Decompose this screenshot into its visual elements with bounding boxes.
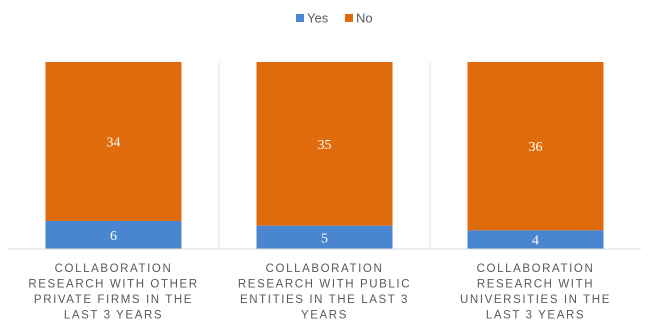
legend-swatch-yes <box>296 14 304 22</box>
legend: Yes No <box>296 11 373 26</box>
category-label-3: COLLABORATION RESEARCH WITH UNIVERSITIES I… <box>460 263 611 322</box>
legend-label-yes: Yes <box>307 11 329 26</box>
data-label-no-3: 36 <box>529 140 543 155</box>
data-label-yes-2: 5 <box>321 231 328 246</box>
data-label-no-2: 35 <box>318 138 332 153</box>
bar-yes-2 <box>256 225 393 249</box>
category-separators <box>218 62 431 249</box>
category-labels: COLLABORATION RESEARCH WITH OTHER PRIVATE … <box>28 263 611 322</box>
category-label-2: COLLABORATION RESEARCH WITH PUBLIC ENTITIE… <box>238 263 411 322</box>
data-label-yes-3: 4 <box>532 234 539 249</box>
bar-no-3 <box>467 62 604 231</box>
legend-swatch-no <box>345 14 353 22</box>
bar-no-1 <box>45 62 182 221</box>
data-label-yes-1: 6 <box>110 229 117 244</box>
category-label-1: COLLABORATION RESEARCH WITH OTHER PRIVATE … <box>28 263 198 322</box>
bars: 6 34 5 35 4 36 <box>45 62 604 249</box>
bar-no-2 <box>256 62 393 226</box>
data-label-no-1: 34 <box>107 135 121 150</box>
legend-label-no: No <box>356 11 373 26</box>
bar-yes-1 <box>45 220 182 249</box>
bar-yes-3 <box>467 230 604 249</box>
